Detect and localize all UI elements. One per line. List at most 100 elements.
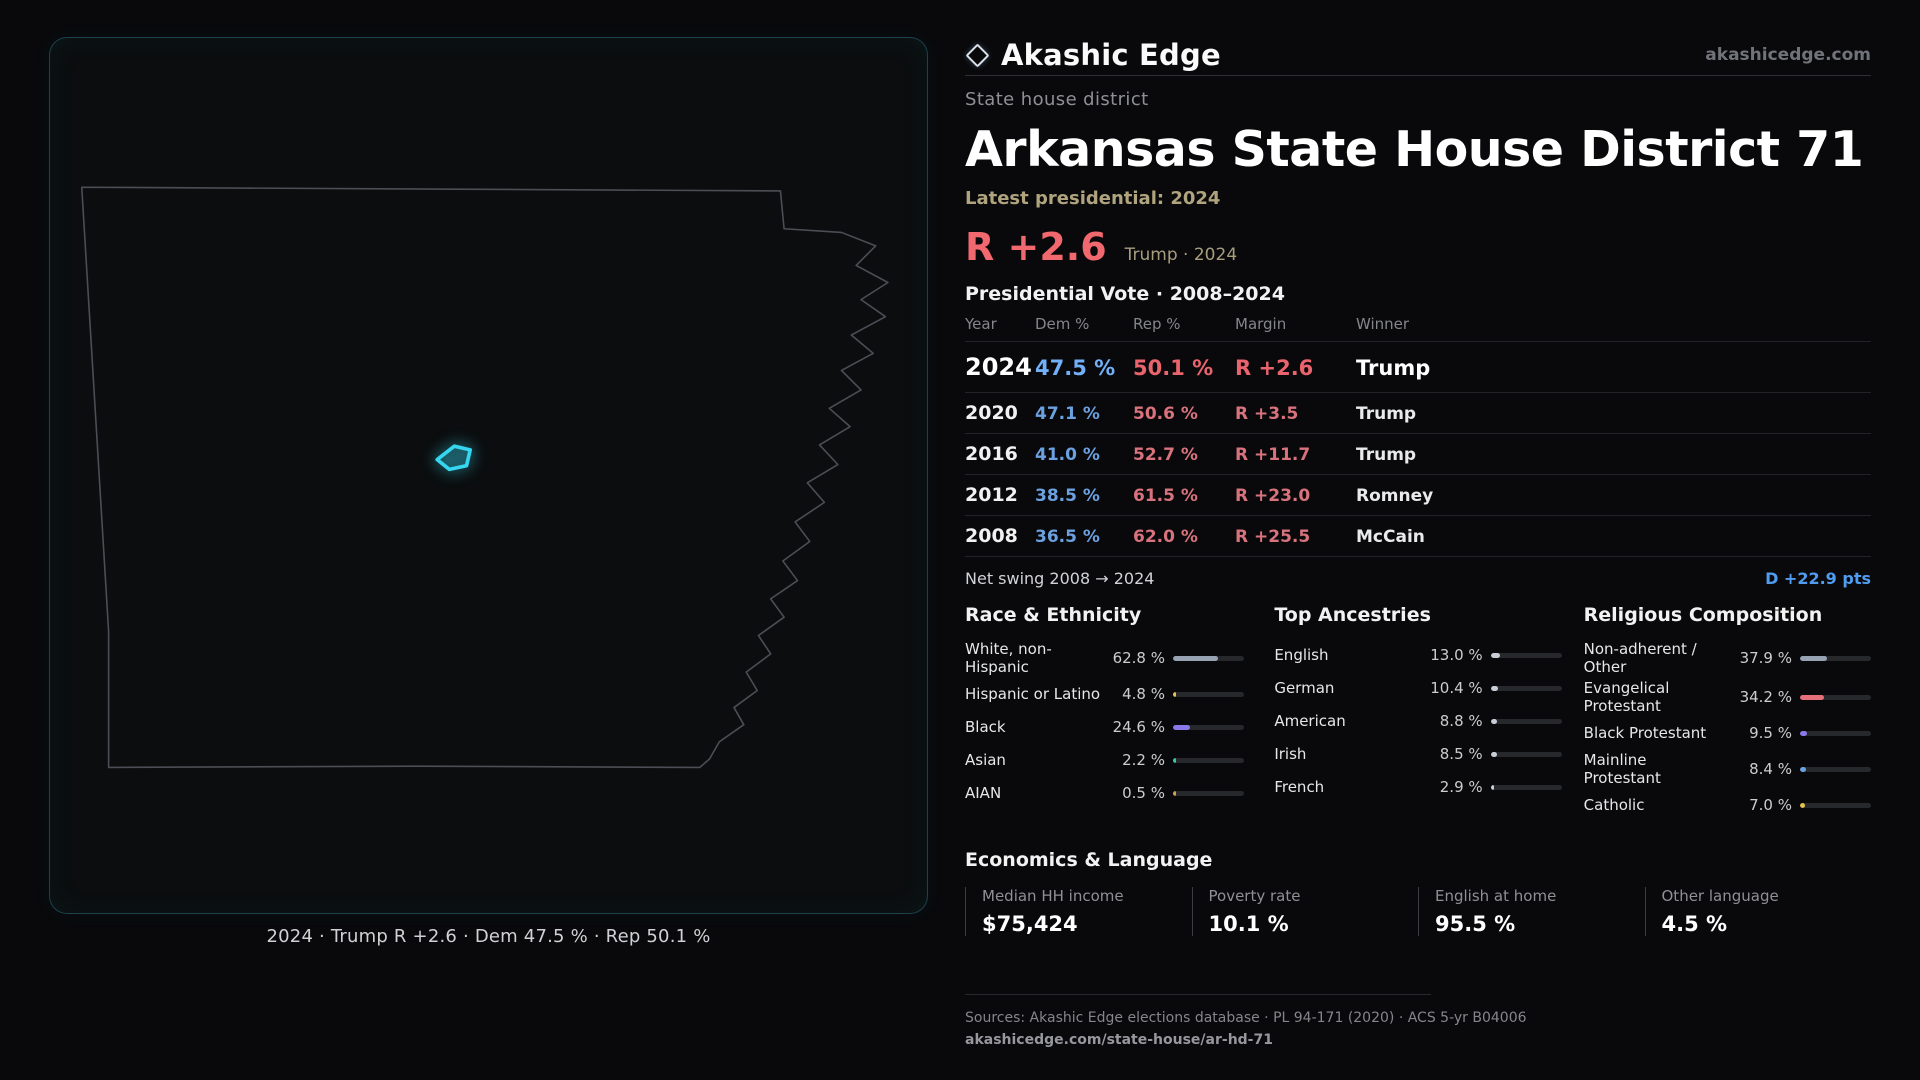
demographic-value: 8.5 %: [1439, 745, 1483, 763]
header: Akashic Edge akashicedge.com: [965, 37, 1871, 73]
headline-margin: R +2.6: [965, 225, 1107, 269]
demographic-row: Hispanic or Latino 4.8 %: [965, 679, 1252, 709]
header-divider: [965, 75, 1871, 76]
stat-english-at-home: English at home 95.5 %: [1418, 887, 1645, 936]
col-dem: Dem %: [1035, 315, 1090, 333]
demographic-bar: [1173, 757, 1244, 763]
demographic-bar: [1800, 730, 1871, 736]
margin-cell: R +23.0: [1235, 486, 1311, 506]
demographic-value: 7.0 %: [1749, 796, 1792, 814]
footer-divider: [965, 994, 1431, 995]
kicker: State house district: [965, 89, 1149, 110]
demographic-label: French: [1274, 778, 1325, 796]
stat-poverty-rate: Poverty rate 10.1 %: [1191, 887, 1419, 936]
demographic-bar: [1173, 691, 1244, 697]
demographic-value: 13.0 %: [1430, 646, 1483, 664]
demographic-label: German: [1274, 679, 1335, 697]
site-link[interactable]: akashicedge.com: [1705, 45, 1871, 65]
col-year: Year: [965, 315, 997, 333]
demographic-value: 34.2 %: [1739, 688, 1792, 706]
report-panel: Akashic Edge akashicedge.com State house…: [965, 37, 1871, 1048]
demographic-row: English 13.0 %: [1274, 640, 1562, 670]
demographic-label: Evangelical Protestant: [1583, 679, 1670, 715]
demographic-row: Non-adherent / Other 37.9 %: [1584, 640, 1871, 676]
arkansas-outline: [80, 186, 889, 769]
economics-title: Economics & Language: [965, 849, 1213, 871]
demographic-bar: [1490, 751, 1562, 757]
demographics-section: Race & Ethnicity White, non-Hispanic 62.…: [965, 604, 1871, 823]
rep-cell: 61.5 %: [1133, 486, 1198, 506]
race-ethnicity-column: Race & Ethnicity White, non-Hispanic 62.…: [965, 604, 1252, 823]
table-row-2016: 2016 41.0 % 52.7 % R +11.7 Trump: [965, 434, 1871, 475]
winner-cell: Romney: [1356, 486, 1434, 506]
net-swing-label: Net swing 2008 → 2024: [965, 569, 1155, 588]
dem-cell: 47.5 %: [1035, 356, 1116, 380]
demographic-row: French 2.9 %: [1274, 772, 1562, 802]
vote-table-header-row: Year Dem % Rep % Margin Winner: [965, 313, 1871, 342]
net-swing-value: D +22.9 pts: [1765, 569, 1871, 588]
arkansas-state-map: [80, 186, 889, 769]
demographic-bar: [1800, 655, 1871, 661]
rep-cell: 50.1 %: [1133, 356, 1214, 380]
demographic-bar: [1490, 784, 1562, 790]
year-cell: 2012: [965, 484, 1018, 506]
demographic-row: Black Protestant 9.5 %: [1584, 718, 1871, 748]
demographic-label: Mainline Protestant: [1583, 751, 1661, 787]
demographic-label: Irish: [1274, 745, 1307, 763]
demographic-label: White, non-Hispanic: [965, 640, 1052, 676]
ancestries-column: Top Ancestries English 13.0 % German 10.…: [1274, 604, 1562, 823]
ancestries-title: Top Ancestries: [1274, 604, 1431, 626]
demographic-row: Mainline Protestant 8.4 %: [1584, 751, 1871, 787]
stat-label: Poverty rate: [1208, 887, 1301, 905]
stat-label: Other language: [1661, 887, 1779, 905]
demographic-bar: [1173, 724, 1244, 730]
winner-cell: Trump: [1356, 445, 1417, 465]
dem-cell: 41.0 %: [1035, 445, 1100, 465]
demographic-value: 2.2 %: [1122, 751, 1165, 769]
stat-other-language: Other language 4.5 %: [1644, 887, 1872, 936]
margin-cell: R +2.6: [1235, 356, 1314, 380]
demographic-value: 37.9 %: [1739, 649, 1792, 667]
demographic-row: Black 24.6 %: [965, 712, 1252, 742]
demographic-label: Asian: [965, 751, 1006, 769]
demographic-value: 8.8 %: [1439, 712, 1483, 730]
economics-stats: Median HH income $75,424 Poverty rate 10…: [965, 887, 1871, 936]
demographic-bar: [1800, 802, 1871, 808]
demographic-bar: [1173, 790, 1244, 796]
stat-value: 4.5 %: [1661, 912, 1728, 936]
sources-text: Sources: Akashic Edge elections database…: [965, 1010, 1527, 1026]
demographic-bar: [1800, 766, 1871, 772]
permalink[interactable]: akashicedge.com/state-house/ar-hd-71: [965, 1032, 1273, 1048]
brand: Akashic Edge: [965, 38, 1221, 72]
demographic-bar: [1800, 694, 1871, 700]
headline-detail: Trump · 2024: [1124, 245, 1238, 265]
demographic-label: English: [1274, 646, 1329, 664]
year-cell: 2008: [965, 525, 1018, 547]
demographic-value: 0.5 %: [1122, 784, 1165, 802]
demographic-row: Catholic 7.0 %: [1584, 790, 1871, 820]
col-rep: Rep %: [1133, 315, 1181, 333]
demographic-row: Irish 8.5 %: [1274, 739, 1562, 769]
stat-value: 10.1 %: [1208, 912, 1289, 936]
demographic-row: AIAN 0.5 %: [965, 778, 1252, 808]
demographic-bar: [1490, 685, 1562, 691]
demographic-value: 8.4 %: [1749, 760, 1792, 778]
demographic-value: 4.8 %: [1122, 685, 1165, 703]
demographic-bar: [1490, 652, 1562, 658]
vote-table-title: Presidential Vote · 2008–2024: [965, 283, 1285, 305]
demographic-value: 10.4 %: [1430, 679, 1483, 697]
col-winner: Winner: [1356, 315, 1410, 333]
table-row-2024: 2024 47.5 % 50.1 % R +2.6 Trump: [965, 342, 1871, 393]
dem-cell: 36.5 %: [1035, 527, 1100, 547]
winner-cell: Trump: [1356, 356, 1431, 380]
demographic-value: 9.5 %: [1749, 724, 1792, 742]
table-row-2012: 2012 38.5 % 61.5 % R +23.0 Romney: [965, 475, 1871, 516]
dem-cell: 38.5 %: [1035, 486, 1100, 506]
latest-presidential-label: Latest presidential: 2024: [965, 188, 1221, 209]
demographic-row: German 10.4 %: [1274, 673, 1562, 703]
headline-result: R +2.6 Trump · 2024: [965, 225, 1871, 269]
table-row-2008: 2008 36.5 % 62.0 % R +25.5 McCain: [965, 516, 1871, 557]
brand-name: Akashic Edge: [1001, 38, 1221, 72]
page-title: Arkansas State House District 71: [965, 121, 1864, 178]
